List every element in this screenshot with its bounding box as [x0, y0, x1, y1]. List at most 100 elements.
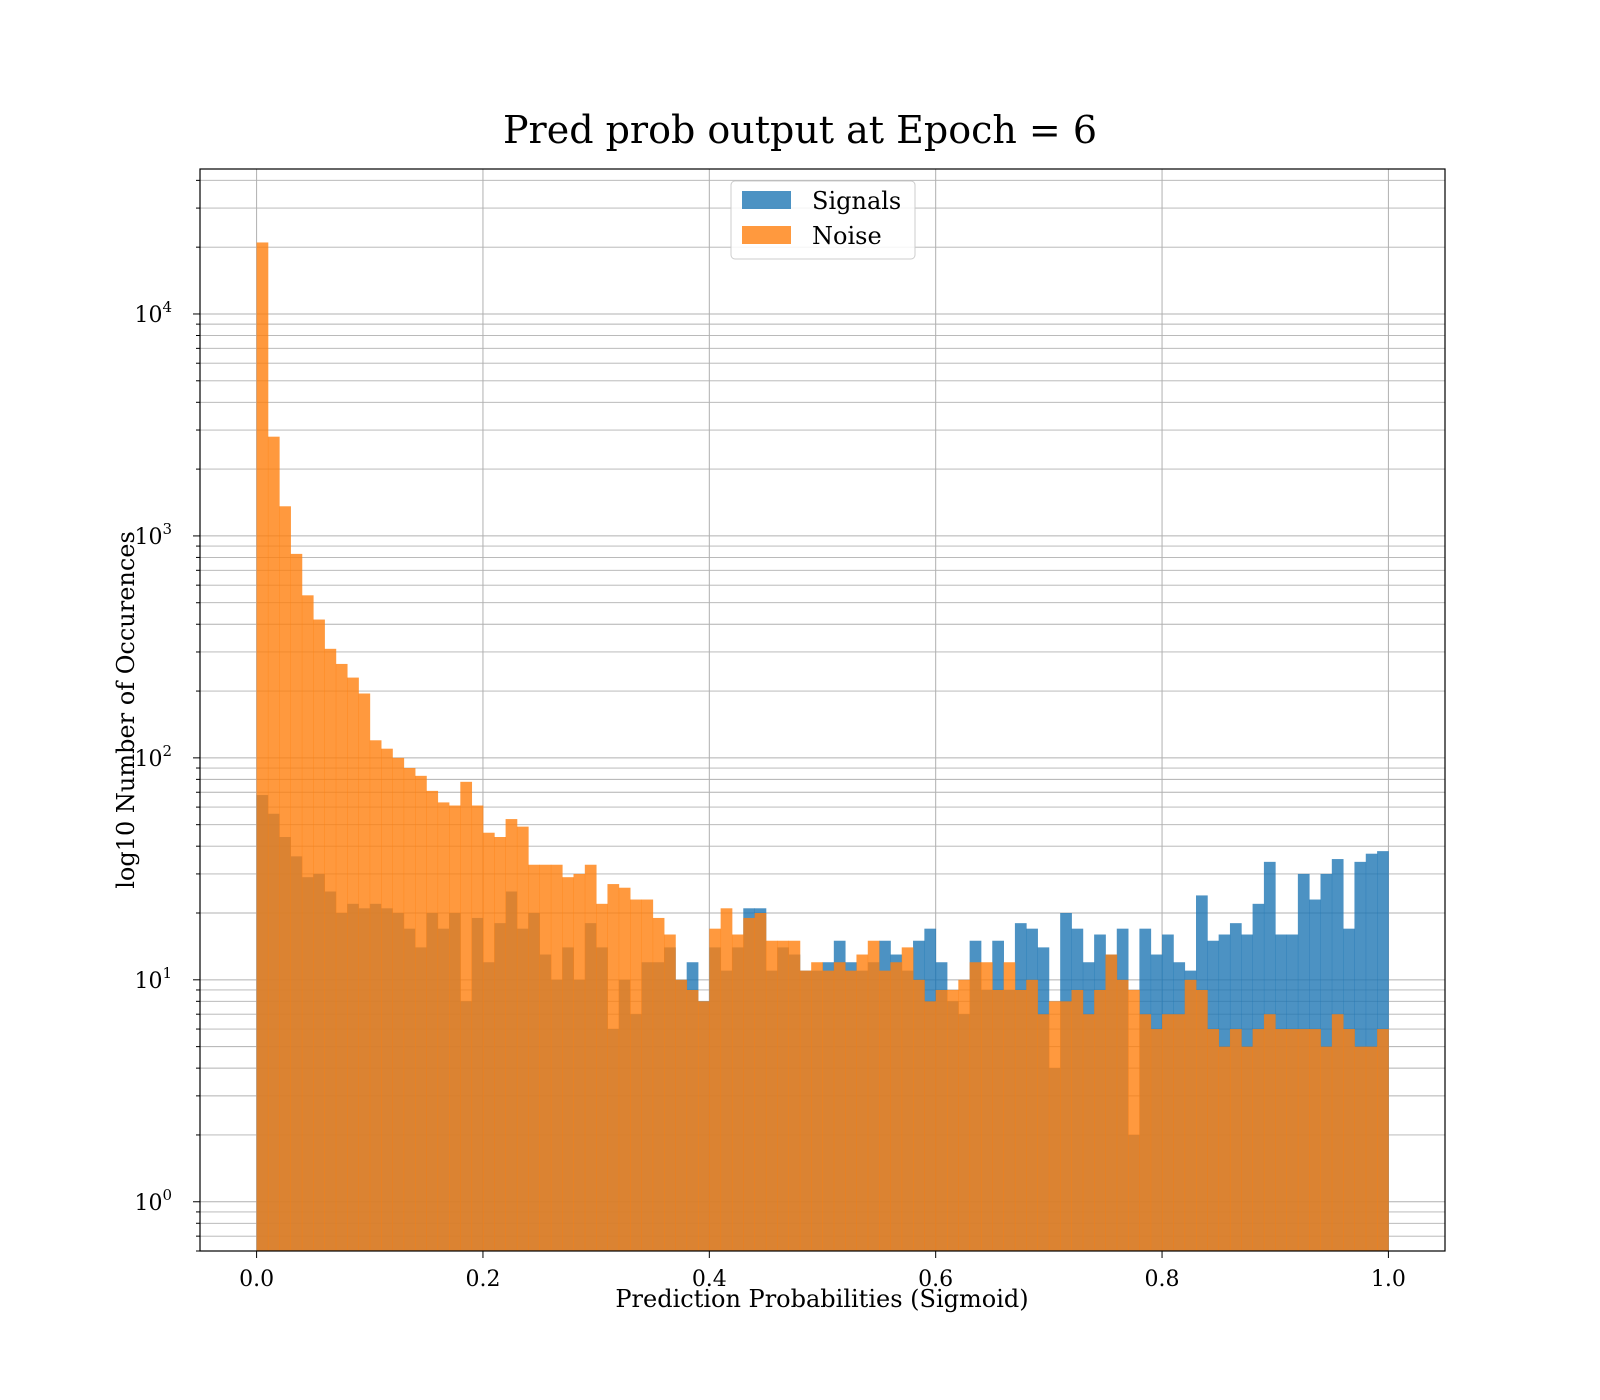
noise-bar [845, 970, 857, 1251]
noise-bar [1003, 962, 1016, 1251]
noise-bar [1365, 1046, 1378, 1251]
noise-bar [449, 805, 461, 1251]
noise-bar [1128, 989, 1140, 1251]
noise-bar [992, 989, 1004, 1251]
noise-bar [290, 553, 303, 1251]
noise-bar [1320, 1046, 1333, 1251]
y-tick-exponent: 1 [162, 964, 172, 982]
noise-bar [562, 877, 574, 1251]
legend-label-signals: Signals [812, 187, 901, 215]
x-tick-label: 0.0 [239, 1267, 274, 1292]
noise-bar [675, 979, 688, 1251]
noise-bar [969, 962, 982, 1251]
noise-bar [528, 864, 540, 1251]
noise-bar [1082, 1014, 1095, 1251]
plot-area [199, 168, 1446, 1252]
x-tick-label: 0.6 [918, 1267, 953, 1292]
legend-swatch-signals [742, 191, 791, 209]
noise-bar [426, 790, 439, 1251]
noise-bar [641, 899, 654, 1251]
noise-bar [267, 436, 280, 1251]
y-tick-exponent: 4 [162, 298, 172, 316]
noise-bar [1196, 989, 1208, 1251]
noise-bar [324, 648, 337, 1251]
noise-bar [1173, 1014, 1186, 1251]
x-tick-label: 1.0 [1371, 1267, 1406, 1292]
noise-bar [403, 768, 416, 1251]
noise-bar [1060, 1001, 1072, 1251]
noise-bar [1026, 979, 1038, 1251]
noise-bar [1343, 1029, 1355, 1251]
x-tick-label: 0.8 [1145, 1267, 1180, 1292]
noise-bar [811, 962, 823, 1251]
noise-bar [720, 908, 733, 1251]
noise-bar [369, 740, 382, 1251]
noise-bar [924, 1001, 937, 1251]
noise-bar [392, 757, 405, 1251]
x-axis-label: Prediction Probabilities (Sigmoid) [615, 1285, 1028, 1313]
noise-bar [777, 940, 789, 1251]
noise-bar [347, 677, 359, 1251]
noise-bar [958, 979, 971, 1251]
noise-bar [516, 826, 529, 1251]
noise-bars [256, 242, 1389, 1252]
noise-bar [1048, 1001, 1061, 1251]
noise-bar [1297, 1029, 1310, 1251]
noise-bar [1037, 1014, 1050, 1251]
x-tick-label: 0.2 [465, 1267, 500, 1292]
legend: Signals Noise [730, 180, 916, 260]
noise-bar [584, 864, 597, 1251]
noise-bar [879, 970, 891, 1251]
noise-bar [415, 775, 427, 1251]
noise-bar [471, 805, 484, 1251]
noise-bar [460, 781, 473, 1251]
noise-bar [1354, 1046, 1367, 1251]
noise-bar [539, 864, 552, 1251]
x-axis-ticks: 0.0 0.2 0.4 0.6 0.8 1.0 [239, 1251, 1406, 1292]
noise-bar [1309, 1029, 1321, 1251]
noise-bar [1184, 979, 1197, 1251]
noise-bar [494, 837, 506, 1251]
noise-bar [618, 887, 631, 1251]
noise-bar [1162, 1014, 1174, 1251]
noise-bar [335, 663, 348, 1251]
noise-bar [833, 962, 846, 1251]
noise-bar [437, 802, 450, 1251]
noise-bar [1207, 1029, 1220, 1251]
noise-bar [1263, 1014, 1276, 1251]
legend-swatch-noise [742, 226, 791, 244]
noise-bar [867, 940, 880, 1251]
noise-bar [1377, 1029, 1389, 1251]
noise-bar [799, 970, 812, 1251]
y-tick-exponent: 0 [162, 1186, 172, 1204]
noise-bar [652, 917, 665, 1251]
noise-bar [482, 832, 495, 1251]
noise-bar [1275, 1029, 1287, 1251]
noise-bar [913, 979, 925, 1251]
noise-bar [765, 940, 778, 1251]
noise-bar [596, 903, 608, 1251]
noise-bar [856, 954, 869, 1251]
noise-bar [1014, 989, 1027, 1251]
noise-bar [1218, 1046, 1231, 1251]
noise-bar [256, 242, 269, 1252]
noise-bar [709, 928, 722, 1251]
noise-bar [1241, 1046, 1253, 1251]
noise-bar [1094, 989, 1106, 1251]
noise-bar [1116, 979, 1129, 1251]
noise-bar [313, 619, 325, 1251]
noise-bar [1150, 1029, 1163, 1251]
noise-bar [1229, 1029, 1242, 1251]
noise-bar [1331, 1014, 1344, 1251]
y-axis-label: log10 Number of Occurences [112, 531, 140, 889]
noise-bar [279, 506, 291, 1251]
noise-bar [1286, 1029, 1299, 1251]
noise-bar [358, 693, 371, 1251]
noise-bar [1105, 954, 1118, 1251]
noise-bar [901, 947, 914, 1251]
noise-bar [573, 873, 586, 1251]
y-tick-exponent: 3 [162, 520, 172, 538]
noise-bar [947, 989, 959, 1251]
noise-bar [698, 1001, 710, 1251]
